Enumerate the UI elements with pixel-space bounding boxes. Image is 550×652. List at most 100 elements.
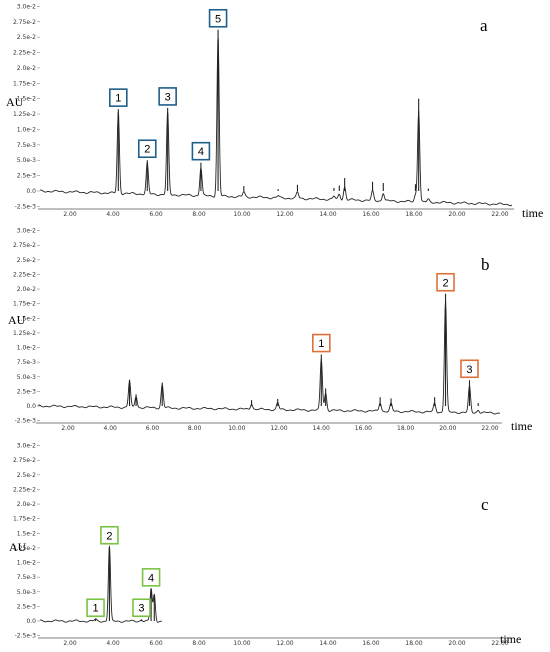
chromatogram-trace: [37, 300, 501, 415]
peak-label-box: [436, 272, 455, 292]
y-tick-label: 7.5e-3: [17, 359, 36, 366]
x-tick-label: 12.00: [276, 211, 293, 218]
peak-label-1: 1: [109, 88, 128, 107]
panel-label: a: [480, 16, 488, 35]
chart-panel-a: -2.5e-3 0.0 2.5e-3 5.0e-3 7.5e-3 1.0e-2 1.25e-…: [6, 3, 543, 220]
peak-label-text: 2: [106, 530, 112, 542]
peak-label-text: 1: [318, 338, 324, 350]
y-tick-label: 1.25e-2: [13, 545, 36, 552]
peak-label-box: [141, 568, 161, 587]
y-tick-label: 1.75e-2: [13, 80, 36, 87]
peak-label-2: 2: [100, 525, 119, 545]
y-axis-label: AU: [8, 313, 26, 327]
y-tick-label: 0.0: [26, 188, 36, 195]
peak-label-box: [460, 359, 479, 379]
peak-label-box: [208, 8, 228, 28]
y-tick-label: 5.0e-3: [17, 374, 36, 381]
y-tick-label: 2.5e-3: [17, 173, 36, 180]
y-tick-label: 5.0e-3: [17, 157, 36, 164]
x-tick-label: 20.00: [448, 211, 465, 218]
y-tick-label: -2.5e-3: [15, 633, 37, 640]
x-tick-label: 14.00: [313, 425, 330, 432]
y-tick-label: 2.75e-2: [13, 457, 36, 464]
peak-label-3: 3: [158, 87, 177, 106]
y-tick-label: 0.0: [26, 618, 36, 625]
peak-label-text: 1: [115, 93, 121, 105]
x-tick-label: 20.00: [439, 425, 456, 432]
y-tick-label: 7.5e-3: [17, 142, 36, 149]
x-tick-label: 6.00: [149, 211, 163, 218]
x-tick-label: 18.00: [405, 640, 422, 647]
panel-label: b: [481, 255, 490, 274]
y-tick-label: 1.0e-2: [17, 560, 36, 567]
y-axis-label: AU: [9, 540, 27, 554]
y-tick-label: 1.5e-2: [17, 96, 36, 103]
y-tick-label: 5.0e-3: [17, 589, 36, 596]
chromatogram-trace: [39, 38, 513, 207]
x-tick-label: 18.00: [397, 425, 414, 432]
peak-label-1: 1: [86, 598, 105, 618]
y-tick-label: 2.75e-2: [13, 242, 36, 249]
x-tick-label: 10.00: [228, 425, 245, 432]
panel-label: c: [481, 495, 489, 514]
peak-label-text: 2: [442, 277, 448, 289]
x-tick-label: 4.00: [106, 640, 120, 647]
x-tick-label: 16.00: [362, 211, 379, 218]
peak-label-text: 5: [215, 13, 221, 25]
x-tick-label: 2.00: [61, 425, 75, 432]
x-tick-label: 12.00: [270, 425, 287, 432]
x-tick-label: 16.00: [362, 640, 379, 647]
y-tick-label: 2.5e-3: [17, 603, 36, 610]
y-tick-label: 3.0e-2: [17, 443, 36, 450]
x-tick-label: 12.00: [276, 640, 293, 647]
y-tick-label: 2.5e-2: [17, 257, 36, 264]
peak-label-2: 2: [137, 139, 157, 159]
peak-label-text: 3: [138, 603, 144, 615]
y-tick-label: 0.0: [26, 403, 36, 410]
y-tick-label: 2.5e-3: [17, 388, 36, 395]
chart-panel-c: -2.5e-3 0.0 2.5e-3 5.0e-3 7.5e-3 1.0e-2 1.25e-…: [9, 443, 521, 647]
y-tick-label: 3.0e-2: [17, 228, 36, 235]
x-tick-label: 4.00: [106, 211, 120, 218]
y-tick-label: 2.25e-2: [13, 486, 36, 493]
x-tick-label: 18.00: [405, 211, 422, 218]
y-tick-label: 1.0e-2: [17, 126, 36, 133]
x-tick-label: 2.00: [63, 640, 77, 647]
x-tick-label: 4.00: [104, 425, 118, 432]
peak-label-4: 4: [191, 141, 211, 161]
y-tick-label: 2.0e-2: [17, 286, 36, 293]
x-tick-label: 8.00: [192, 640, 206, 647]
peak-label-box: [137, 139, 157, 159]
x-tick-label: 6.00: [149, 640, 163, 647]
y-tick-label: 2.0e-2: [17, 501, 36, 508]
peak-label-text: 4: [198, 146, 204, 158]
y-tick-label: 2.25e-2: [13, 271, 36, 278]
peak-label-box: [312, 333, 331, 353]
peak-label-box: [158, 87, 177, 106]
y-tick-label: 3.0e-2: [17, 3, 36, 10]
peak-label-text: 3: [165, 91, 171, 103]
y-tick-label: 1.25e-2: [13, 111, 36, 118]
x-tick-label: 6.00: [146, 425, 160, 432]
peak-label-1: 1: [312, 333, 331, 353]
peak-label-3: 3: [460, 359, 479, 379]
peak-label-2: 2: [436, 272, 455, 292]
peak-label-box: [109, 88, 128, 107]
peak-label-5: 5: [208, 8, 228, 28]
x-tick-label: 22.00: [481, 425, 498, 432]
x-axis-label: time: [522, 206, 543, 220]
x-tick-label: 14.00: [319, 640, 336, 647]
x-axis-label: time: [500, 632, 521, 646]
y-tick-label: 7.5e-3: [17, 574, 36, 581]
peak-label-box: [86, 598, 105, 618]
y-tick-label: 2.5e-2: [17, 34, 36, 41]
x-tick-label: 2.00: [63, 211, 77, 218]
y-tick-label: 1.75e-2: [13, 301, 36, 308]
x-tick-label: 14.00: [319, 211, 336, 218]
peak-label-3: 3: [132, 598, 151, 618]
peak-label-box: [132, 598, 151, 618]
y-tick-label: 1.25e-2: [13, 330, 36, 337]
y-tick-label: 2.75e-2: [13, 19, 36, 26]
peak-label-text: 4: [148, 572, 154, 584]
